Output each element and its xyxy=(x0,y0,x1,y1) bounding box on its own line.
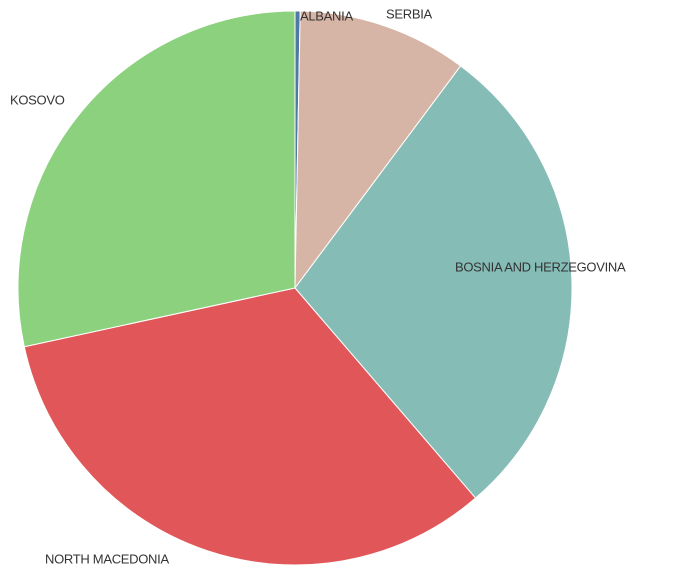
pie-slice xyxy=(23,287,477,566)
slice-label: ALBANIA xyxy=(300,8,353,23)
slice-label: NORTH MACEDONIA xyxy=(45,551,169,566)
slice-label: SERBIA xyxy=(386,6,433,21)
pie-slice xyxy=(294,10,462,290)
slice-label: KOSOVO xyxy=(10,92,65,107)
pie-slice xyxy=(294,65,573,499)
pie-slice xyxy=(17,10,296,348)
slice-label: BOSNIA AND HERZEGOVINA xyxy=(455,259,626,274)
